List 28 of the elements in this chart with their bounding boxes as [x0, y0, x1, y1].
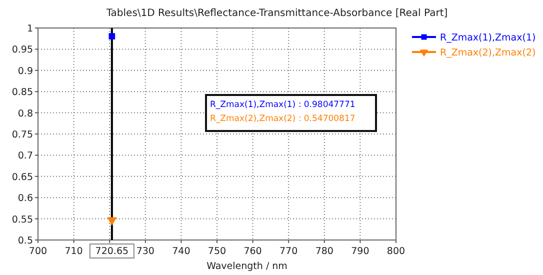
y-tick-label: 1: [26, 24, 33, 34]
y-tick-label: 0.65: [12, 172, 33, 183]
annotation: R_Zmax(1),Zmax(1) : 0.98047771: [210, 100, 356, 110]
x-tick-label: 780: [315, 246, 334, 257]
x-tick-label: 740: [172, 246, 190, 257]
x-axis-title: Wavelength / nm: [206, 261, 288, 272]
legend-label: R_Zmax(2),Zmax(2): [440, 48, 536, 58]
ref-line-label: 720.65: [95, 246, 129, 257]
y-tick-label: 0.75: [12, 130, 33, 140]
y-tick-label: 0.95: [12, 44, 33, 56]
x-tick-label: 750: [208, 246, 226, 257]
annotation: R_Zmax(2),Zmax(2) : 0.54700817: [210, 114, 356, 124]
x-tick-label: 760: [244, 246, 262, 257]
legend-label: R_Zmax(1),Zmax(1): [440, 32, 536, 44]
y-tick-label: 0.85: [12, 87, 33, 98]
x-tick-label: 800: [386, 246, 406, 257]
y-tick-label: 0.5: [18, 236, 33, 246]
x-tick-label: 710: [64, 246, 83, 257]
x-tick-label: 790: [351, 246, 370, 257]
y-tick-label: 0.7: [18, 150, 33, 162]
chart-title: Tables\1D Results\Reflectance-Transmittance-Absorbance [Real Part]: [105, 8, 448, 19]
y-tick-label: 0.55: [12, 214, 33, 226]
y-tick-label: 0.8: [18, 108, 33, 120]
x-tick-label: 770: [280, 246, 298, 257]
y-tick-label: 0.9: [18, 66, 33, 77]
y-tick-label: 0.6: [18, 193, 33, 204]
x-tick-label: 700: [28, 246, 48, 257]
x-tick-label: 730: [136, 246, 154, 257]
